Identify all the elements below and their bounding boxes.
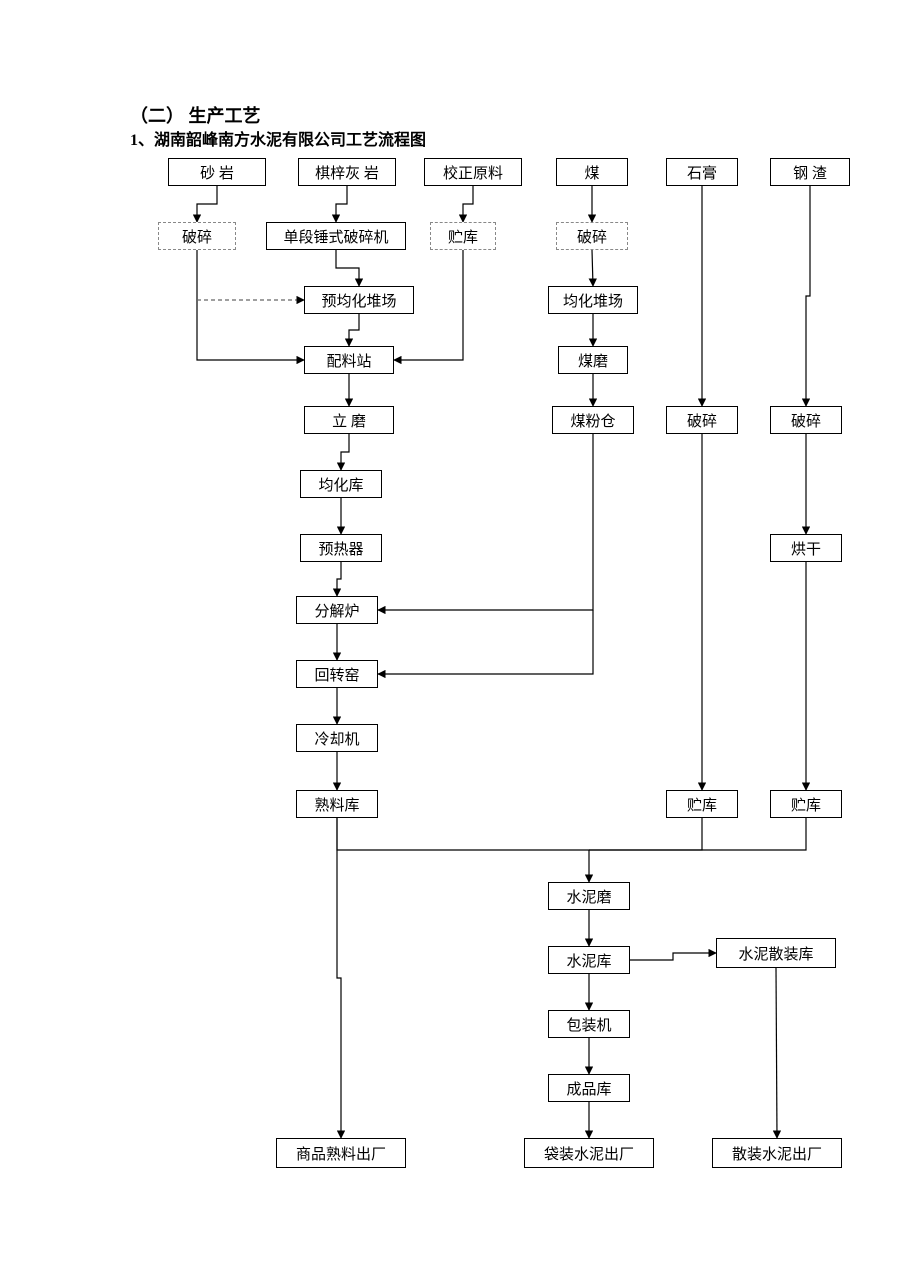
node-fenjielu: 分解炉	[296, 596, 378, 624]
node-huizhuan: 回转窑	[296, 660, 378, 688]
node-out1: 商品熟料出厂	[276, 1138, 406, 1168]
node-lengque: 冷却机	[296, 724, 378, 752]
node-qizi: 棋梓灰 岩	[298, 158, 396, 186]
node-zhuku-sg: 贮库	[666, 790, 738, 818]
node-limo: 立 磨	[304, 406, 394, 434]
node-honggan: 烘干	[770, 534, 842, 562]
node-jiaozheng: 校正原料	[424, 158, 522, 186]
node-shuliao: 熟料库	[296, 790, 378, 818]
section-heading-2: 1、湖南韶峰南方水泥有限公司工艺流程图	[130, 126, 426, 150]
node-yujunhua: 预均化堆场	[304, 286, 414, 314]
node-posui-mei: 破碎	[556, 222, 628, 250]
edges-layer	[0, 0, 920, 1276]
node-out2: 袋装水泥出厂	[524, 1138, 654, 1168]
node-zhuku1: 贮库	[430, 222, 496, 250]
flowchart-canvas: （二） 生产工艺 1、湖南韶峰南方水泥有限公司工艺流程图 砂 岩 棋梓灰 岩校正原…	[0, 0, 920, 1276]
node-posui-sha: 破碎	[158, 222, 236, 250]
node-zhuku-gz: 贮库	[770, 790, 842, 818]
node-shuinimo: 水泥磨	[548, 882, 630, 910]
node-baozhuang: 包装机	[548, 1010, 630, 1038]
node-junhua-mei: 均化堆场	[548, 286, 638, 314]
section-heading-1: （二） 生产工艺	[130, 102, 261, 128]
node-meimo: 煤磨	[558, 346, 628, 374]
node-meifen: 煤粉仓	[552, 406, 634, 434]
node-shuiniku: 水泥库	[548, 946, 630, 974]
node-out3: 散装水泥出厂	[712, 1138, 842, 1168]
node-junhuaku: 均化库	[300, 470, 382, 498]
node-peiliao: 配料站	[304, 346, 394, 374]
node-sha: 砂 岩	[168, 158, 266, 186]
node-danDuan: 单段锤式破碎机	[266, 222, 406, 250]
node-posui-gz: 破碎	[770, 406, 842, 434]
node-chengpin: 成品库	[548, 1074, 630, 1102]
node-gangzha: 钢 渣	[770, 158, 850, 186]
node-shigao: 石膏	[666, 158, 738, 186]
node-mei: 煤	[556, 158, 628, 186]
node-yureqi: 预热器	[300, 534, 382, 562]
node-sanzhuang: 水泥散装库	[716, 938, 836, 968]
node-posui-sg: 破碎	[666, 406, 738, 434]
